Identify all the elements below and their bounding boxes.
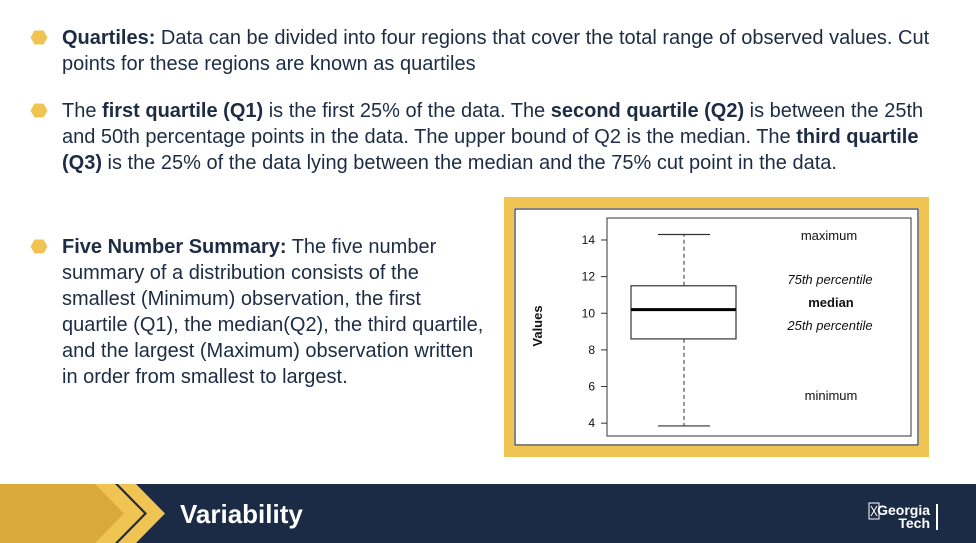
bullet-hexagon-icon [30,103,48,118]
y-tick-label: 14 [582,233,596,247]
text-segment: is the 25% of the data lying between the… [102,152,837,174]
label-75th-percentile: 75th percentile [787,272,872,287]
bold-term: third quartile (Q3) [62,126,919,174]
boxplot-svg: Values 4 6 8 10 12 14 maximum 75th percentile… [514,208,919,446]
boxplot-glyph [630,233,737,427]
logo-text-georgia: Georgia [877,502,930,518]
quartile-definitions-paragraph: The first quartile (Q1) is the first 25%… [62,98,942,176]
bold-term: Quartiles: [62,27,156,49]
y-tick-label: 8 [588,343,595,357]
text-segment: The [62,100,103,122]
quartiles-paragraph: Quartiles: Data can be divided into four… [62,25,942,77]
logo-divider [936,504,938,530]
georgia-tech-logo: Georgia Tech [868,502,958,532]
y-tick-label: 10 [582,306,596,320]
chevron-icon [0,484,165,543]
text-segment: Data can be divided into four regions th… [62,27,930,75]
label-25th-percentile: 25th percentile [786,318,872,333]
y-tick-label: 4 [588,416,595,430]
boxplot-figure: Values 4 6 8 10 12 14 maximum 75th percentile… [514,208,919,446]
label-maximum: maximum [801,228,857,243]
text-segment: The five number summary of a distributio… [62,236,484,388]
bold-term: Five Number Summary: [62,236,287,258]
y-axis-label: Values [530,305,545,346]
text-segment: is between the 25th and 50th percentage … [62,100,924,148]
y-tick-label: 12 [582,270,596,284]
label-minimum: minimum [805,388,858,403]
slide-title: Variability [180,499,303,529]
bold-term: first quartile (Q1) [102,100,264,122]
iqr-box [630,285,737,340]
y-tick-label: 6 [588,380,595,394]
footer-bar: Variability Georgia Tech [0,484,976,543]
figure-border [514,208,919,446]
text-segment: is the first 25% of the data. The [263,100,551,122]
boxplot-figure-frame: Values 4 6 8 10 12 14 maximum 75th percentile… [504,197,929,457]
label-median: median [808,295,854,310]
bullet-hexagon-icon [30,239,48,254]
bullet-hexagon-icon [30,30,48,45]
bold-term: second quartile (Q2) [550,100,745,122]
y-axis-ticks: 4 6 8 10 12 14 [582,233,607,430]
tech-tower-icon [868,502,880,520]
five-number-summary-paragraph: Five Number Summary: The five number sum… [62,234,492,390]
logo-text-tech: Tech [898,515,930,531]
